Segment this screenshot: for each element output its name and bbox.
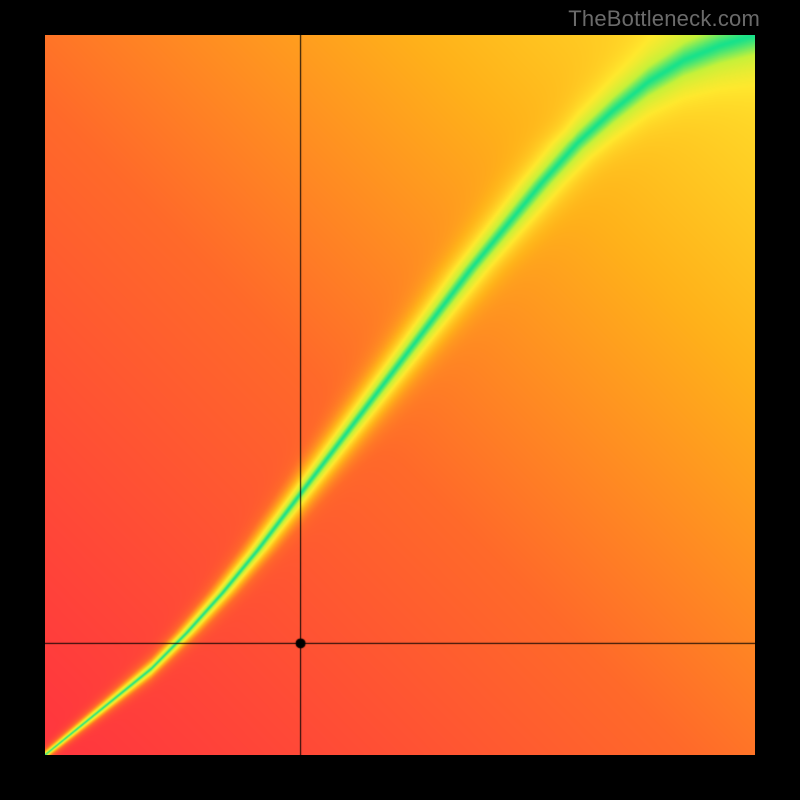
heatmap-canvas bbox=[45, 35, 755, 755]
root: TheBottleneck.com bbox=[0, 0, 800, 800]
watermark-text: TheBottleneck.com bbox=[568, 6, 760, 32]
plot-area bbox=[45, 35, 755, 755]
